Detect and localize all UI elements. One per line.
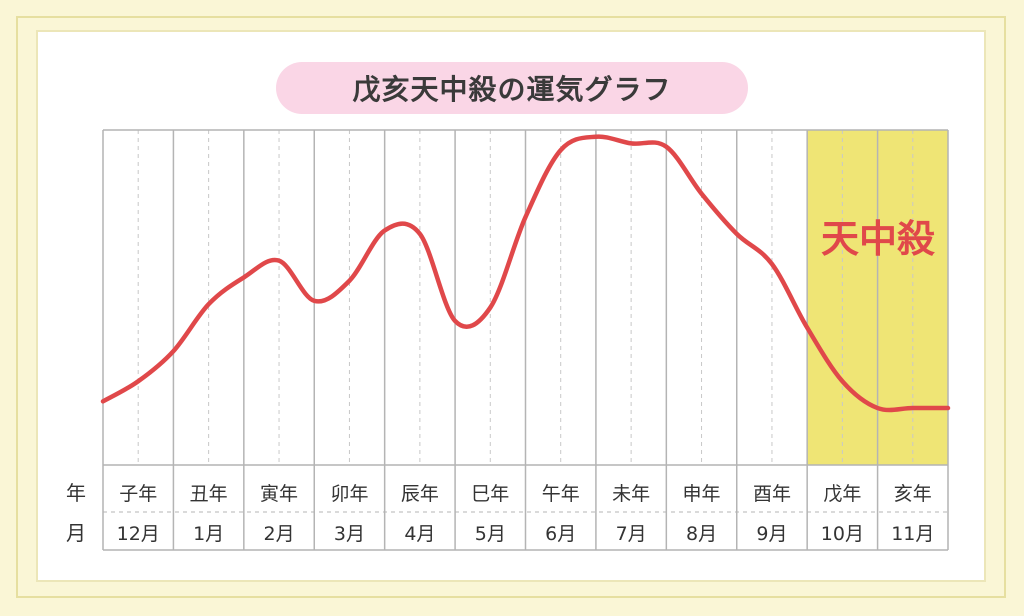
year-label: 申年: [683, 483, 721, 505]
year-label: 丑年: [190, 483, 228, 505]
month-label: 11月: [891, 523, 934, 545]
year-label: 寅年: [260, 483, 298, 505]
label-layer: 子年 12月 丑年 1月 寅年 2月 卯年 3月 辰年 4月 巳年 5月 午年 6月 未年 7月 申年 8月 酉年 9…: [117, 483, 935, 545]
month-label: 9月: [756, 523, 787, 545]
chart-title: 戊亥天中殺の運気グラフ: [276, 62, 748, 114]
year-label: 巳年: [471, 483, 509, 505]
year-label: 午年: [542, 483, 580, 505]
line-layer: [100, 134, 951, 413]
outer-frame: [16, 16, 1006, 598]
month-label: 6月: [545, 523, 576, 545]
year-label: 未年: [612, 483, 650, 505]
month-label: 12月: [117, 523, 160, 545]
row-label-month: 月: [66, 521, 86, 545]
grid-layer: [102, 129, 949, 551]
year-label: 卯年: [330, 483, 368, 505]
month-label: 7月: [616, 523, 647, 545]
month-label: 2月: [263, 523, 294, 545]
month-label: 8月: [686, 523, 717, 545]
year-label: 子年: [119, 483, 157, 505]
year-label: 辰年: [401, 483, 439, 505]
month-label: 3月: [334, 523, 365, 545]
year-label: 酉年: [753, 483, 791, 505]
year-label: 亥年: [894, 483, 932, 505]
month-label: 1月: [193, 523, 224, 545]
month-label: 10月: [821, 523, 864, 545]
row-label-year: 年: [66, 481, 86, 505]
tenchusatsu-label: 天中殺: [821, 217, 935, 261]
month-label: 4月: [404, 523, 435, 545]
year-label: 戊年: [823, 483, 861, 505]
month-label: 5月: [475, 523, 506, 545]
fortune-line: [100, 134, 951, 413]
